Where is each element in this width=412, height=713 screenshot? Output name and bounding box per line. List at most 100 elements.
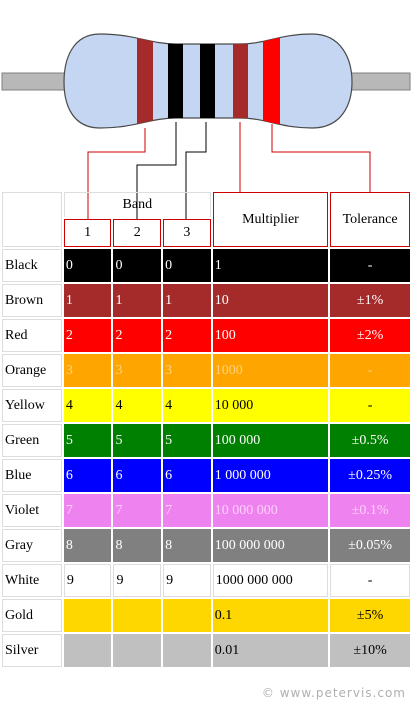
multiplier-value: 0.1 <box>212 599 329 632</box>
digit-band-1: 6 <box>63 459 112 492</box>
digit-band-1: 1 <box>63 284 112 317</box>
multiplier-value: 100 000 <box>212 424 329 457</box>
digit-band-1: 3 <box>63 354 112 387</box>
copyright-notice: © www.petervis.com <box>261 686 406 700</box>
digit-band-1: 9 <box>63 564 112 597</box>
connector-band-3 <box>185 122 207 224</box>
color-code-table-body: Band Multiplier Tolerance 1 2 3 Black 0 0 0… <box>2 192 410 667</box>
color-code-table: Band Multiplier Tolerance 1 2 3 Black 0 0 0… <box>0 190 412 669</box>
digit-band-1 <box>63 599 112 632</box>
digit-band-2: 1 <box>113 284 162 317</box>
tolerance-value: ±10% <box>330 634 410 667</box>
digit-band-1: 5 <box>63 424 112 457</box>
digit-band-1: 4 <box>63 389 112 422</box>
color-row-brown: Brown 1 1 1 10 ±1% <box>2 284 410 317</box>
color-row-black: Black 0 0 0 1- <box>2 249 410 282</box>
tolerance-header: Tolerance <box>330 192 410 247</box>
multiplier-header: Multiplier <box>212 192 329 247</box>
color-name: Red <box>2 319 62 352</box>
band-number-3: 3 <box>163 219 211 247</box>
tolerance-value: ±0.5% <box>330 424 410 457</box>
tolerance-value: - <box>330 354 410 387</box>
digit-band-3: 5 <box>163 424 211 457</box>
digit-band-1: 2 <box>63 319 112 352</box>
digit-band-3: 0 <box>163 249 211 282</box>
tolerance-value: - <box>330 249 410 282</box>
digit-band-2: 4 <box>113 389 162 422</box>
color-row-green: Green 5 5 5 100 000 ±0.5% <box>2 424 410 457</box>
digit-band-2: 0 <box>113 249 162 282</box>
resistor-diagram <box>1 33 411 224</box>
tolerance-value: ±1% <box>330 284 410 317</box>
multiplier-value: 1000 <box>212 354 329 387</box>
color-name: Orange <box>2 354 62 387</box>
header-row-2: 1 2 3 <box>2 219 410 247</box>
resistor-band-3 <box>200 34 215 128</box>
tolerance-value: - <box>330 564 410 597</box>
color-name: Blue <box>2 459 62 492</box>
digit-band-3: 8 <box>163 529 211 562</box>
color-row-blue: Blue 6 6 6 1 000 000 ±0.25% <box>2 459 410 492</box>
connector-band-2 <box>136 122 177 224</box>
digit-band-3: 7 <box>163 494 211 527</box>
color-name: Silver <box>2 634 62 667</box>
digit-band-2: 7 <box>113 494 162 527</box>
color-name: Black <box>2 249 62 282</box>
color-row-white: White 9 9 9 1000 000 000- <box>2 564 410 597</box>
color-name: Green <box>2 424 62 457</box>
digit-band-3: 4 <box>163 389 211 422</box>
color-row-gold: Gold 0.1 ±5% <box>2 599 410 632</box>
tolerance-value: ±0.05% <box>330 529 410 562</box>
band-number-2: 2 <box>113 219 162 247</box>
digit-band-1: 8 <box>63 529 112 562</box>
digit-band-1 <box>63 634 112 667</box>
header-row-1: Band Multiplier Tolerance <box>2 192 410 247</box>
color-row-red: Red 2 2 2 100 ±2% <box>2 319 410 352</box>
tolerance-value: ±2% <box>330 319 410 352</box>
color-name: White <box>2 564 62 597</box>
resistor-band-1 <box>137 34 153 128</box>
digit-band-1: 0 <box>63 249 112 282</box>
digit-band-3 <box>163 634 211 667</box>
multiplier-value: 100 000 000 <box>212 529 329 562</box>
resistor-band-multiplier <box>233 34 248 128</box>
digit-band-2: 2 <box>113 319 162 352</box>
color-row-silver: Silver 0.01 ±10% <box>2 634 410 667</box>
digit-band-2 <box>113 634 162 667</box>
multiplier-value: 1000 000 000 <box>212 564 329 597</box>
color-name: Brown <box>2 284 62 317</box>
tolerance-value: ±0.25% <box>330 459 410 492</box>
header-corner <box>2 192 62 247</box>
connector-band-tolerance <box>271 124 371 192</box>
color-row-yellow: Yellow 4 4 4 10 000- <box>2 389 410 422</box>
digit-band-2: 9 <box>113 564 162 597</box>
multiplier-value: 10 000 000 <box>212 494 329 527</box>
band-header: Band <box>63 192 211 217</box>
digit-band-3 <box>163 599 211 632</box>
digit-band-2: 5 <box>113 424 162 457</box>
digit-band-2: 6 <box>113 459 162 492</box>
color-row-violet: Violet 7 7 7 10 000 000 ±0.1% <box>2 494 410 527</box>
color-row-gray: Gray 8 8 8 100 000 000 ±0.05% <box>2 529 410 562</box>
tolerance-value: ±5% <box>330 599 410 632</box>
tolerance-value: - <box>330 389 410 422</box>
digit-band-3: 9 <box>163 564 211 597</box>
digit-band-1: 7 <box>63 494 112 527</box>
resistor-lead-left <box>1 72 73 91</box>
resistor-band-2 <box>168 34 183 128</box>
color-name: Gray <box>2 529 62 562</box>
color-name: Violet <box>2 494 62 527</box>
digit-band-2: 3 <box>113 354 162 387</box>
digit-band-2 <box>113 599 162 632</box>
multiplier-value: 100 <box>212 319 329 352</box>
multiplier-value: 1 <box>212 249 329 282</box>
tolerance-value: ±0.1% <box>330 494 410 527</box>
digit-band-3: 6 <box>163 459 211 492</box>
color-name: Gold <box>2 599 62 632</box>
digit-band-2: 8 <box>113 529 162 562</box>
color-row-orange: Orange 3 3 3 1000- <box>2 354 410 387</box>
multiplier-value: 10 000 <box>212 389 329 422</box>
digit-band-3: 1 <box>163 284 211 317</box>
color-name: Yellow <box>2 389 62 422</box>
digit-band-3: 2 <box>163 319 211 352</box>
